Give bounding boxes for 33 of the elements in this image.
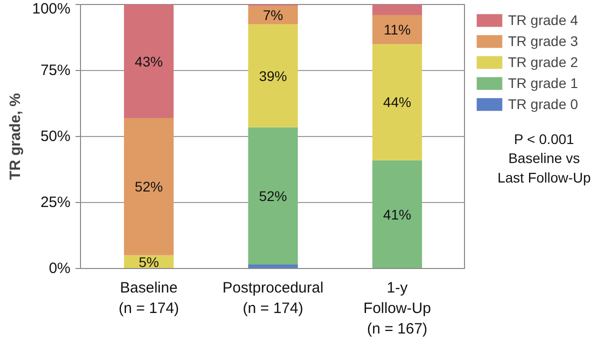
y-tick-label: 50% — [40, 128, 71, 145]
legend-label: TR grade 4 — [508, 12, 578, 28]
legend-label: TR grade 3 — [508, 33, 578, 49]
y-tick-label: 25% — [40, 194, 71, 211]
bar — [248, 127, 298, 265]
bar — [372, 15, 422, 44]
data-label: 11% — [384, 22, 411, 38]
data-label: 43% — [134, 53, 163, 70]
y-tick-label: 100% — [32, 0, 71, 18]
legend-label: TR grade 2 — [508, 54, 578, 70]
data-label: 7% — [262, 7, 284, 24]
bar — [248, 24, 298, 128]
legend-label: TR grade 1 — [508, 75, 578, 91]
bar — [372, 44, 422, 160]
data-label: 39% — [258, 68, 288, 84]
x-tick-label: Postprocedural (n = 174) — [222, 280, 324, 317]
y-axis-title: TR grade, % — [7, 93, 24, 180]
bar — [372, 4, 422, 16]
data-label: 5% — [138, 254, 159, 270]
text: P < 0.001 Baseline vs Last Follow-Up — [497, 131, 592, 186]
data-label: 52% — [134, 178, 163, 195]
data-label: 41% — [383, 206, 412, 222]
bar — [124, 4, 174, 118]
y-tick-label: 75% — [40, 62, 71, 79]
x-tick-label: Baseline (n = 174) — [118, 280, 180, 317]
bar — [248, 6, 298, 24]
data-label: 52% — [258, 188, 288, 204]
data-label: 44% — [383, 94, 412, 110]
bar — [124, 118, 174, 256]
y-tick-label: 0% — [48, 260, 71, 277]
x-tick-label: 1-y Follow-Up (n = 167) — [363, 280, 431, 338]
legend-label: TR grade 0 — [508, 96, 578, 112]
bar — [372, 160, 422, 268]
